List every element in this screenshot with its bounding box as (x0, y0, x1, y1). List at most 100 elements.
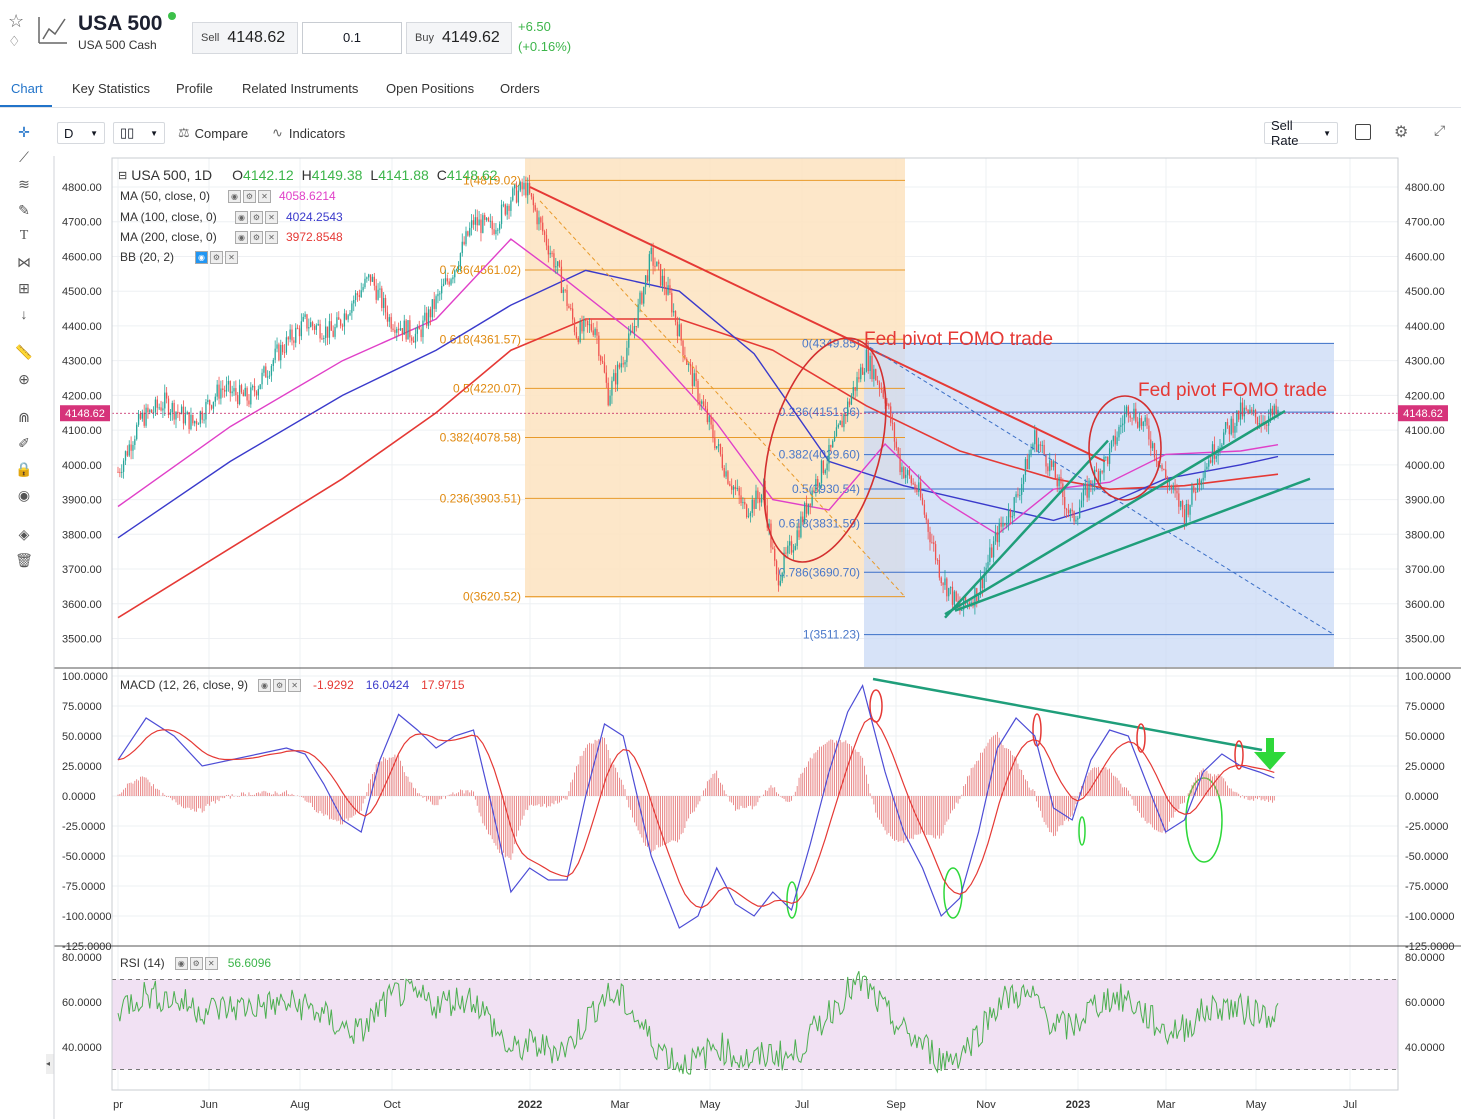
compare-button[interactable]: ⚖ Compare (178, 122, 248, 144)
buy-button[interactable]: Buy 4149.62 (406, 22, 512, 54)
close-icon[interactable]: ✕ (288, 678, 302, 692)
fullscreen-box-icon[interactable] (1355, 124, 1371, 140)
chart-style-select[interactable]: ▯▯ ▼ (113, 122, 165, 144)
candle-body (184, 414, 187, 424)
collapse-icon[interactable]: ⊟ (118, 169, 128, 182)
tab-profile[interactable]: Profile (176, 81, 213, 96)
candle-body (901, 467, 903, 473)
gear-icon[interactable]: ⚙ (210, 250, 223, 264)
candle-body (433, 299, 435, 309)
tab-orders[interactable]: Orders (500, 81, 540, 96)
magnet-icon[interactable]: ⋒ (18, 409, 30, 425)
indicators-button[interactable]: ∿ Indicators (272, 122, 345, 144)
gear-icon[interactable]: ⚙ (243, 189, 256, 203)
pencil-lock-icon[interactable]: ✐ (18, 435, 30, 451)
candle-body (424, 312, 426, 321)
macd-tick-label-left: -100.0000 (62, 911, 112, 923)
close-icon[interactable]: ✕ (258, 189, 271, 203)
candle-body (360, 290, 362, 297)
rate-label: Sell Rate (1271, 118, 1299, 148)
close-icon[interactable]: ✕ (265, 230, 278, 244)
lock-icon[interactable]: 🔒 (15, 461, 33, 477)
close-icon[interactable]: ✕ (204, 956, 218, 970)
macd-tick-label-right: 0.0000 (1405, 791, 1439, 803)
tab-key-statistics[interactable]: Key Statistics (72, 81, 151, 96)
sell-button[interactable]: Sell 4148.62 (192, 22, 298, 54)
eye-icon[interactable]: ◉ (258, 678, 272, 692)
candle-body (416, 326, 419, 334)
eye-icon[interactable]: ◉ (174, 956, 188, 970)
gear-icon[interactable]: ⚙ (273, 678, 287, 692)
candle-body (141, 412, 143, 419)
candle-body (674, 311, 677, 322)
indicators-label: Indicators (288, 125, 346, 141)
candle-body (1168, 485, 1171, 487)
green-mark-annotation (786, 881, 798, 919)
candle-body (403, 320, 405, 335)
pattern-tool-icon[interactable]: ⋈ (17, 254, 31, 270)
compare-icon: ⚖ (178, 125, 190, 140)
eye-icon[interactable]: ◉ (228, 189, 241, 203)
brush-icon[interactable]: ✎ (18, 202, 30, 218)
green-mark-annotation (1078, 816, 1086, 846)
candle-body (833, 436, 836, 441)
fib-right-level-label: 1(3511.23) (803, 628, 860, 642)
candle-body (583, 319, 585, 332)
candle-body (412, 340, 415, 343)
macd-value-2: 16.0424 (365, 678, 410, 692)
candle-body (407, 320, 409, 340)
candle-body (1213, 444, 1216, 459)
candle-body (1178, 493, 1180, 507)
ruler-icon[interactable]: 📏 (15, 344, 33, 360)
candle-body (652, 247, 654, 266)
settings-gear-icon[interactable]: ⚙ (1394, 124, 1409, 141)
watchlist-star-icon[interactable]: ☆ (8, 11, 25, 31)
eye-icon[interactable]: ◉ (235, 230, 248, 244)
tab-related-instruments[interactable]: Related Instruments (242, 81, 359, 96)
rate-select[interactable]: Sell Rate ▼ (1264, 118, 1338, 148)
candle-body (933, 542, 935, 545)
close-icon[interactable]: ✕ (225, 250, 238, 264)
candle-body (459, 253, 462, 267)
candle-body (925, 514, 927, 520)
price-tick-label-left: 4200.00 (62, 390, 102, 402)
candle-body (1067, 510, 1070, 514)
interval-select[interactable]: D ▼ (57, 122, 105, 144)
candle-body (774, 548, 776, 561)
candle-body (195, 421, 198, 425)
zoom-icon[interactable]: ⊕ (18, 371, 30, 387)
gear-icon[interactable]: ⚙ (250, 230, 263, 244)
collapse-panel-icon[interactable]: ◂ (46, 1054, 54, 1074)
crosshair-icon[interactable]: ✛ (18, 124, 30, 140)
candle-body (861, 367, 864, 375)
fib-tool-icon[interactable]: ≋ (18, 176, 30, 192)
eye-icon[interactable]: ◉ (195, 250, 208, 264)
x-tick-label: May (700, 1099, 721, 1111)
eye-icon[interactable]: ◉ (235, 210, 248, 224)
alert-bell-icon[interactable]: ♢ (8, 33, 21, 49)
tab-chart[interactable]: Chart (11, 81, 43, 96)
quantity-input[interactable]: 0.1 (302, 22, 402, 54)
trendline-icon[interactable]: ⟋ (19, 149, 29, 165)
gear-icon[interactable]: ⚙ (189, 956, 203, 970)
arrow-down-icon[interactable]: ↓ (20, 306, 28, 322)
expand-icon[interactable]: ⤢ (1434, 122, 1446, 138)
gear-icon[interactable]: ⚙ (250, 210, 263, 224)
price-tick-label-right: 4000.00 (1405, 460, 1445, 472)
candle-body (1176, 490, 1178, 494)
layers-icon[interactable]: ◈ (18, 526, 30, 542)
candle-body (1193, 486, 1195, 492)
candle-body (551, 252, 553, 254)
candle-body (1097, 471, 1100, 482)
chart-type-icon[interactable] (37, 15, 69, 45)
candle-body (620, 363, 622, 368)
candle-body (1131, 417, 1133, 419)
prediction-tool-icon[interactable]: ⊞ (18, 280, 30, 296)
tab-open-positions[interactable]: Open Positions (386, 81, 475, 96)
trash-icon[interactable]: 🗑 (15, 552, 33, 568)
price-tick-label-left: 4000.00 (62, 460, 102, 472)
text-tool-icon[interactable]: T (19, 228, 29, 243)
close-icon[interactable]: ✕ (265, 210, 278, 224)
eye-icon[interactable]: ◉ (17, 487, 31, 503)
